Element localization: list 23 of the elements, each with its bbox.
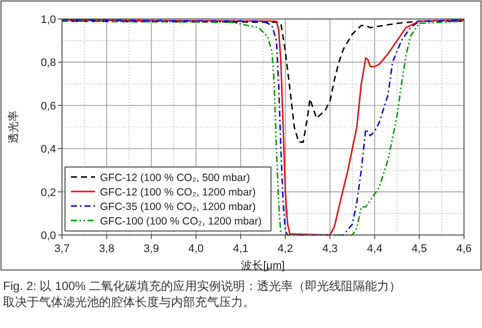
legend-label: GFC-12 (100 % CO₂, 500 mbar) [100,172,250,184]
y-tick-label: 0,4 [40,144,56,156]
x-tick-label: 4,3 [322,243,338,255]
y-tick-label: 0,0 [40,230,56,242]
x-tick-label: 4,4 [367,243,382,255]
x-tick-label: 4,6 [456,243,472,255]
y-tick-label: 1,0 [40,14,56,26]
y-axis-title: 透光率 [7,110,20,144]
y-tick-label: 0,8 [40,57,56,70]
legend-label: GFC-12 (100 % CO₂, 1200 mbar) [100,186,256,198]
x-tick-label: 4,2 [278,243,293,255]
legend-label: GFC-35 (100 % CO₂, 1200 mbar) [100,201,256,213]
x-tick-label: 3,9 [144,243,159,255]
legend-label: GFC-100 (100 % CO₂, 1200 mbar) [100,216,262,228]
x-tick-label: 4,5 [412,243,427,255]
x-tick-label: 4,0 [188,243,204,255]
x-tick-label: 4,1 [233,243,248,255]
y-tick-label: 0,6 [40,100,56,112]
y-tick-label: 0,2 [40,186,56,199]
x-tick-label: 3,7 [54,243,70,255]
x-tick-label: 3,8 [99,243,114,255]
x-axis-title: 波长[μm] [241,259,285,272]
caption: Fig. 2: 以 100% 二氧化碳填充的应用实例说明：透光率（即光线阻隔能力）取决于气体滤光池的腔体长度与内部充气压力。 [3,279,402,309]
